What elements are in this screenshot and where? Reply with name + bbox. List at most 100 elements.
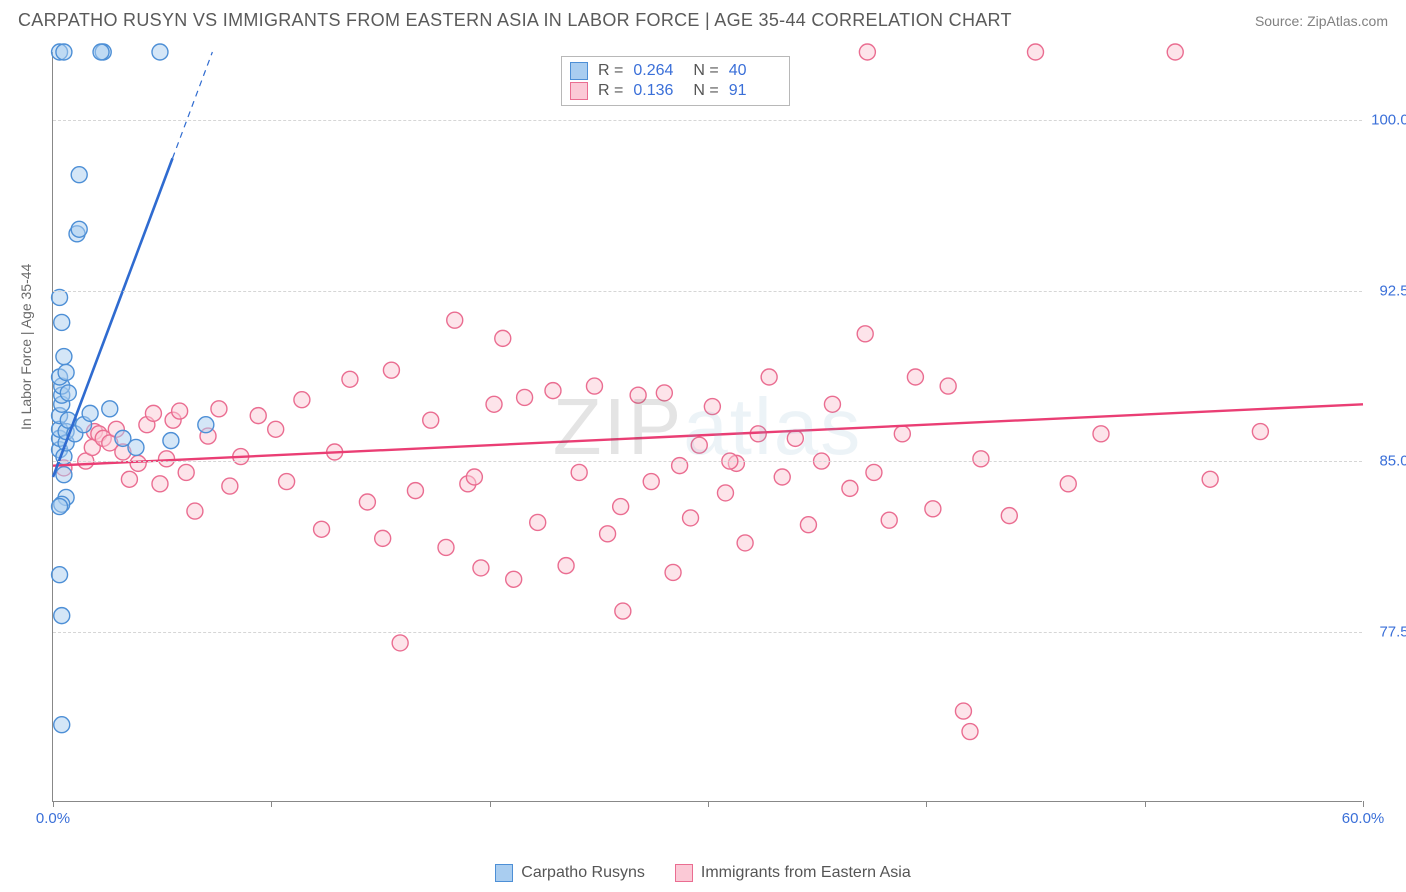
data-point-pink bbox=[172, 403, 188, 419]
data-point-pink bbox=[1001, 508, 1017, 524]
gridline-h bbox=[53, 461, 1362, 462]
data-point-pink bbox=[737, 535, 753, 551]
data-point-pink bbox=[857, 326, 873, 342]
stats-r-label: R = bbox=[598, 62, 623, 80]
data-point-pink bbox=[383, 362, 399, 378]
data-point-pink bbox=[486, 396, 502, 412]
data-point-pink bbox=[294, 392, 310, 408]
data-point-pink bbox=[1167, 44, 1183, 60]
data-point-pink bbox=[423, 412, 439, 428]
data-point-blue bbox=[54, 717, 70, 733]
x-tick-mark bbox=[926, 801, 927, 807]
data-point-pink bbox=[894, 426, 910, 442]
data-point-pink bbox=[613, 499, 629, 515]
x-tick-mark bbox=[271, 801, 272, 807]
data-point-blue bbox=[56, 44, 72, 60]
data-point-blue bbox=[71, 167, 87, 183]
x-tick-label: 0.0% bbox=[36, 810, 70, 827]
data-point-pink bbox=[683, 510, 699, 526]
data-point-blue bbox=[102, 401, 118, 417]
data-point-pink bbox=[178, 464, 194, 480]
data-point-pink bbox=[800, 517, 816, 533]
chart-source: Source: ZipAtlas.com bbox=[1255, 13, 1388, 29]
data-point-pink bbox=[1252, 424, 1268, 440]
data-point-pink bbox=[159, 451, 175, 467]
gridline-h bbox=[53, 291, 1362, 292]
data-point-pink bbox=[643, 474, 659, 490]
data-point-pink bbox=[268, 421, 284, 437]
stats-r-label: R = bbox=[598, 82, 623, 100]
stats-r-value: 0.264 bbox=[633, 62, 683, 80]
data-point-pink bbox=[530, 514, 546, 530]
x-tick-mark bbox=[490, 801, 491, 807]
data-point-blue bbox=[52, 499, 68, 515]
y-tick-label: 85.0% bbox=[1367, 453, 1406, 470]
data-point-pink bbox=[656, 385, 672, 401]
data-point-pink bbox=[704, 399, 720, 415]
data-point-blue bbox=[163, 433, 179, 449]
stats-legend: R = 0.264 N = 40 R = 0.136 N = 91 bbox=[561, 56, 790, 106]
data-point-pink bbox=[342, 371, 358, 387]
data-point-pink bbox=[615, 603, 631, 619]
data-point-pink bbox=[774, 469, 790, 485]
data-point-pink bbox=[152, 476, 168, 492]
data-point-blue bbox=[52, 289, 68, 305]
data-point-pink bbox=[691, 437, 707, 453]
data-point-pink bbox=[495, 330, 511, 346]
data-point-pink bbox=[392, 635, 408, 651]
data-point-pink bbox=[506, 571, 522, 587]
data-point-blue bbox=[56, 467, 72, 483]
data-point-pink bbox=[630, 387, 646, 403]
legend-swatch-blue bbox=[495, 864, 513, 882]
data-point-pink bbox=[940, 378, 956, 394]
y-axis-label: In Labor Force | Age 35-44 bbox=[18, 264, 34, 430]
data-point-pink bbox=[375, 530, 391, 546]
y-tick-label: 77.5% bbox=[1367, 623, 1406, 640]
data-point-blue bbox=[54, 314, 70, 330]
data-point-pink bbox=[447, 312, 463, 328]
stats-n-value: 40 bbox=[729, 62, 779, 80]
legend-text: Immigrants from Eastern Asia bbox=[701, 864, 911, 882]
stats-row: R = 0.136 N = 91 bbox=[570, 81, 779, 101]
data-point-pink bbox=[866, 464, 882, 480]
chart-header: CARPATHO RUSYN VS IMMIGRANTS FROM EASTER… bbox=[0, 0, 1406, 39]
swatch-blue bbox=[570, 62, 588, 80]
x-tick-mark bbox=[1145, 801, 1146, 807]
data-point-pink bbox=[473, 560, 489, 576]
data-point-pink bbox=[545, 383, 561, 399]
bottom-legend: Carpatho Rusyns Immigrants from Eastern A… bbox=[0, 864, 1406, 882]
data-point-pink bbox=[1093, 426, 1109, 442]
data-point-pink bbox=[130, 455, 146, 471]
data-point-pink bbox=[907, 369, 923, 385]
stats-row: R = 0.264 N = 40 bbox=[570, 61, 779, 81]
gridline-h bbox=[53, 632, 1362, 633]
x-tick-mark bbox=[708, 801, 709, 807]
data-point-pink bbox=[211, 401, 227, 417]
data-point-blue bbox=[128, 439, 144, 455]
data-point-pink bbox=[222, 478, 238, 494]
data-point-pink bbox=[955, 703, 971, 719]
data-point-pink bbox=[672, 458, 688, 474]
data-point-blue bbox=[152, 44, 168, 60]
data-point-blue bbox=[71, 221, 87, 237]
data-point-blue bbox=[93, 44, 109, 60]
data-point-blue bbox=[56, 349, 72, 365]
data-point-pink bbox=[787, 430, 803, 446]
stats-n-value: 91 bbox=[729, 82, 779, 100]
chart-title: CARPATHO RUSYN VS IMMIGRANTS FROM EASTER… bbox=[18, 10, 1012, 31]
scatter-svg bbox=[53, 52, 1362, 801]
data-point-pink bbox=[314, 521, 330, 537]
x-tick-label: 60.0% bbox=[1342, 810, 1385, 827]
stats-r-value: 0.136 bbox=[633, 82, 683, 100]
plot-area: ZIPatlas R =0.264N =40R =0.136N =91 77.5… bbox=[52, 52, 1362, 802]
stats-n-label: N = bbox=[693, 82, 718, 100]
data-point-blue bbox=[54, 608, 70, 624]
data-point-blue bbox=[60, 385, 76, 401]
stats-n-label: N = bbox=[693, 62, 718, 80]
data-point-blue bbox=[82, 405, 98, 421]
legend-text: Carpatho Rusyns bbox=[521, 864, 645, 882]
data-point-pink bbox=[1202, 471, 1218, 487]
data-point-pink bbox=[881, 512, 897, 528]
data-point-pink bbox=[145, 405, 161, 421]
data-point-pink bbox=[973, 451, 989, 467]
